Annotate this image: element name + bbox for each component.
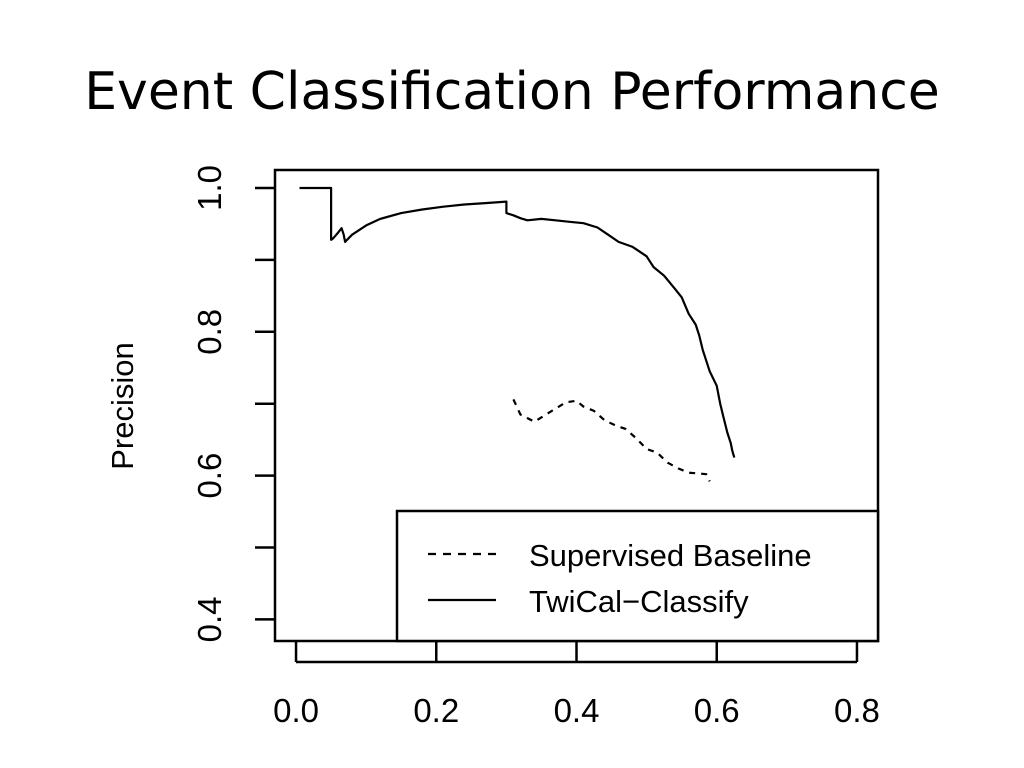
x-tick-label: 0.8 [834, 692, 880, 729]
series-line-supervised-baseline [512, 398, 711, 482]
y-tick-label: 0.6 [191, 453, 228, 499]
y-axis-label: Precision [105, 342, 140, 470]
legend-box [395, 509, 880, 643]
y-tick-label: 0.4 [191, 596, 228, 642]
y-axis: 0.4 0.6 0.8 1.0 [191, 165, 275, 642]
series-line-twical-classify [299, 186, 736, 458]
slide-title: Event Classification Performance [84, 62, 940, 122]
x-tick-label: 0.2 [413, 692, 459, 729]
x-tick-label: 0.6 [694, 692, 740, 729]
y-tick-label: 1.0 [191, 165, 228, 211]
x-tick-label: 0.0 [273, 692, 319, 729]
x-axis: 0.0 0.2 0.4 0.6 0.8 [273, 642, 880, 729]
y-tick-label: 0.8 [191, 309, 228, 355]
x-tick-label: 0.4 [554, 692, 600, 729]
legend-label-supervised-baseline: Supervised Baseline [529, 538, 812, 573]
legend: Supervised Baseline TwiCal−Classify [395, 509, 880, 643]
legend-label-twical-classify: TwiCal−Classify [529, 584, 749, 619]
series-layer [299, 186, 736, 482]
